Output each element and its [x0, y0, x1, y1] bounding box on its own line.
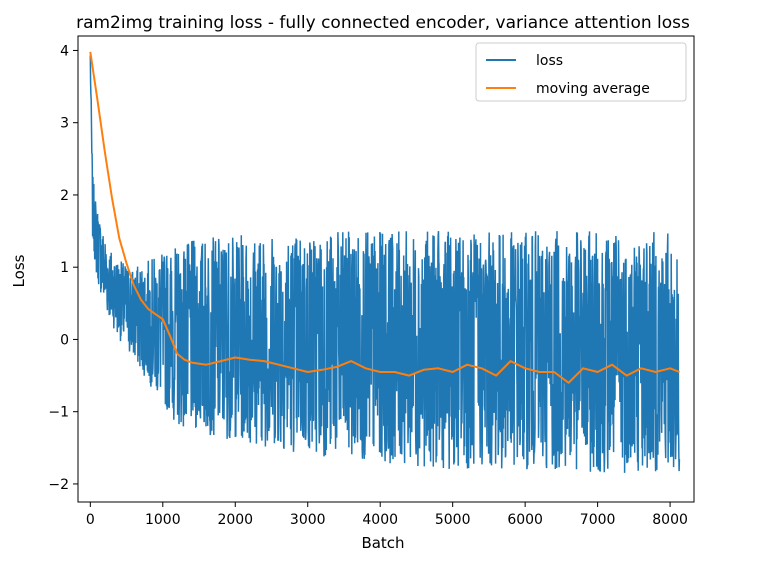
x-tick-label: 4000 — [362, 512, 398, 528]
legend-box — [475, 42, 687, 102]
x-tick-label: 3000 — [290, 512, 326, 528]
x-tick-label: 0 — [86, 512, 95, 528]
y-tick-label: 0 — [60, 332, 69, 348]
x-axis: 0 1000 2000 3000 4000 5000 6000 7000 8000 — [86, 502, 688, 528]
legend-label-moving-average: moving average — [536, 81, 650, 97]
y-tick-label: −1 — [48, 405, 69, 421]
x-axis-label: Batch — [361, 534, 404, 552]
loss-series-line — [89, 55, 681, 473]
chart-title: ram2img training loss - fully connected … — [76, 13, 690, 33]
moving-average-series-line — [89, 51, 680, 384]
x-tick-label: 5000 — [435, 512, 471, 528]
x-tick-label: 6000 — [507, 512, 543, 528]
plot-area — [77, 35, 695, 503]
y-axis-label: Loss — [10, 254, 28, 287]
x-tick-label: 7000 — [580, 512, 616, 528]
legend: loss moving average — [475, 42, 687, 102]
y-tick-label: 2 — [60, 188, 69, 204]
plot-frame — [77, 35, 695, 503]
y-tick-label: 3 — [60, 116, 69, 132]
x-tick-label: 1000 — [145, 512, 181, 528]
x-tick-label: 8000 — [652, 512, 688, 528]
y-tick-label: −2 — [48, 477, 69, 493]
legend-label-loss: loss — [536, 53, 563, 69]
y-tick-label: 4 — [60, 43, 69, 59]
x-tick-label: 2000 — [217, 512, 253, 528]
y-axis: −2 −1 0 1 2 3 4 — [48, 43, 78, 493]
y-tick-label: 1 — [60, 260, 69, 276]
